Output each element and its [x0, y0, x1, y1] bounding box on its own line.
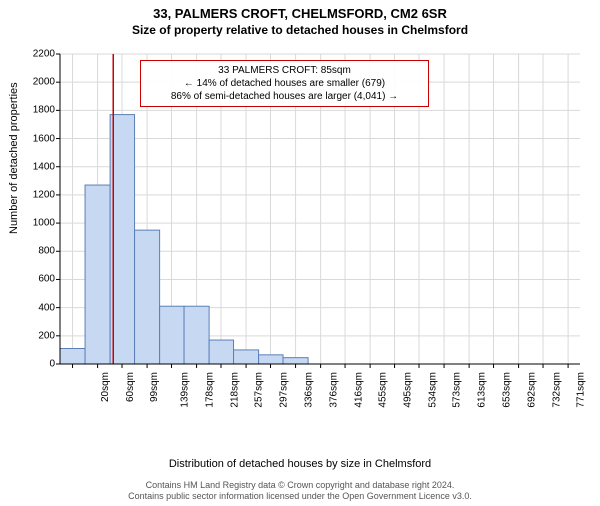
y-tick-label: 1600: [25, 133, 55, 144]
x-tick-label: 257sqm: [254, 372, 265, 408]
y-tick-label: 1400: [25, 161, 55, 172]
page-title: 33, PALMERS CROFT, CHELMSFORD, CM2 6SR: [0, 6, 600, 21]
callout-box: 33 PALMERS CROFT: 85sqm ← 14% of detache…: [140, 60, 429, 107]
x-tick-label: 534sqm: [427, 372, 438, 408]
y-tick-label: 1200: [25, 189, 55, 200]
y-axis-label: Number of detached properties: [8, 82, 20, 234]
y-tick-label: 1800: [25, 105, 55, 116]
y-tick-label: 0: [25, 359, 55, 370]
x-tick-label: 416sqm: [353, 372, 364, 408]
y-tick-label: 1000: [25, 218, 55, 229]
y-tick-label: 400: [25, 302, 55, 313]
footer-attribution: Contains HM Land Registry data © Crown c…: [0, 480, 600, 503]
x-tick-label: 455sqm: [378, 372, 389, 408]
footer-line-1: Contains HM Land Registry data © Crown c…: [146, 480, 455, 490]
x-tick-label: 771sqm: [576, 372, 587, 408]
y-tick-label: 600: [25, 274, 55, 285]
x-tick-label: 178sqm: [204, 372, 215, 408]
x-tick-label: 60sqm: [125, 372, 136, 402]
x-tick-label: 732sqm: [551, 372, 562, 408]
footer-line-2: Contains public sector information licen…: [128, 491, 472, 501]
callout-line-1: 33 PALMERS CROFT: 85sqm: [147, 64, 422, 77]
x-tick-label: 99sqm: [149, 372, 160, 402]
x-tick-label: 139sqm: [180, 372, 191, 408]
histogram-chart: 0200400600800100012001400160018002000220…: [60, 54, 580, 414]
y-tick-label: 2200: [25, 49, 55, 60]
y-tick-label: 200: [25, 330, 55, 341]
page-subtitle: Size of property relative to detached ho…: [0, 23, 600, 37]
x-tick-label: 613sqm: [477, 372, 488, 408]
x-tick-label: 376sqm: [328, 372, 339, 408]
x-tick-label: 573sqm: [452, 372, 463, 408]
callout-line-3: 86% of semi-detached houses are larger (…: [147, 90, 422, 103]
x-axis-label: Distribution of detached houses by size …: [0, 458, 600, 470]
x-tick-label: 20sqm: [100, 372, 111, 402]
x-tick-label: 297sqm: [279, 372, 290, 408]
x-tick-label: 336sqm: [303, 372, 314, 408]
x-tick-label: 218sqm: [229, 372, 240, 408]
y-tick-label: 800: [25, 246, 55, 257]
x-tick-label: 653sqm: [502, 372, 513, 408]
x-tick-label: 495sqm: [403, 372, 414, 408]
x-tick-label: 692sqm: [526, 372, 537, 408]
y-tick-label: 2000: [25, 77, 55, 88]
callout-line-2: ← 14% of detached houses are smaller (67…: [147, 77, 422, 90]
